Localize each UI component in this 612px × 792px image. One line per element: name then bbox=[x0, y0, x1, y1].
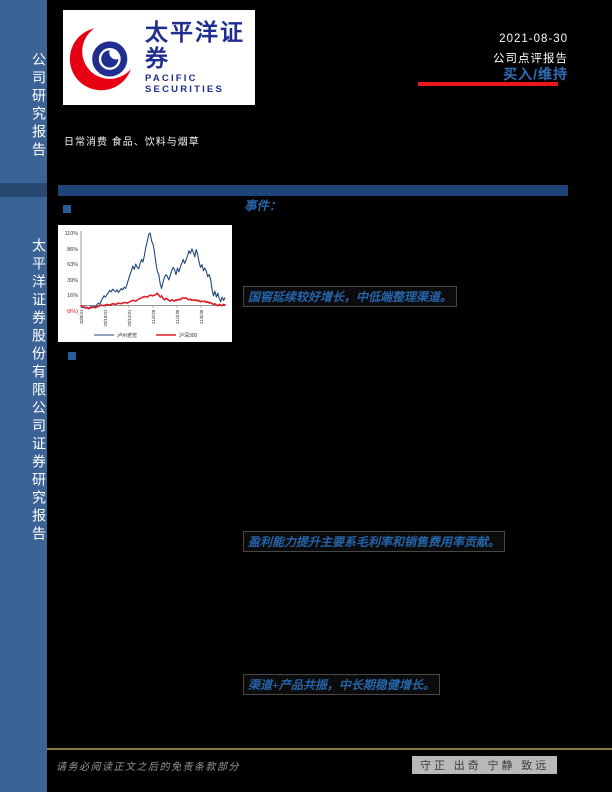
stock-price-chart: 110% 86% 63% 39% 16% (8%) 20/8/31 20/10/31 20/12… bbox=[58, 225, 232, 342]
svg-text:泸州老窖: 泸州老窖 bbox=[117, 332, 137, 339]
pacific-securities-swirl-icon bbox=[69, 27, 133, 90]
logo-chinese-name: 太平洋证券 bbox=[145, 19, 245, 71]
svg-text:(8%): (8%) bbox=[67, 309, 79, 315]
header-separator-bar bbox=[58, 185, 568, 196]
svg-text:20/10/31: 20/10/31 bbox=[103, 309, 108, 326]
left-sidebar: 公司研究报告 太平洋证券股份有限公司证券研究报告 bbox=[0, 0, 47, 792]
highlight-point-1: 国窖延续较好增长，中低端整理渠道。 bbox=[243, 286, 458, 307]
section-bullet-icon bbox=[63, 205, 71, 213]
sidebar-divider bbox=[0, 183, 47, 197]
highlight-point-2: 盈利能力提升主要系毛利率和销售费用率贡献。 bbox=[243, 531, 506, 552]
event-heading: 事件： bbox=[244, 199, 282, 213]
highlight-point-3: 渠道+产品共振，中长期稳健增长。 bbox=[243, 674, 440, 695]
svg-text:16%: 16% bbox=[67, 293, 78, 299]
footer-disclaimer: 请务必阅读正文之后的免责条款部分 bbox=[56, 762, 240, 773]
svg-text:86%: 86% bbox=[67, 247, 78, 253]
footer-motto: 守正 出奇 宁静 致远 bbox=[412, 756, 558, 774]
svg-text:20/12/31: 20/12/31 bbox=[127, 309, 132, 326]
price-chart-svg: 110% 86% 63% 39% 16% (8%) 20/8/31 20/10/31 20/12… bbox=[65, 231, 226, 339]
sidebar-company-label: 太平洋证券股份有限公司证券研究报告 bbox=[30, 238, 45, 544]
rating-badge: 买入/维持 bbox=[503, 66, 568, 82]
svg-text:20/8/31: 20/8/31 bbox=[79, 309, 84, 324]
sidebar-report-category-label: 公司研究报告 bbox=[30, 52, 45, 160]
svg-text:39%: 39% bbox=[67, 278, 78, 284]
rating-underline-rule bbox=[418, 82, 558, 86]
report-type: 公司点评报告 bbox=[493, 53, 568, 65]
logo-english-name: PACIFIC SECURITIES bbox=[145, 72, 225, 95]
report-date: 2021-08-30 bbox=[499, 33, 568, 45]
svg-text:21/6/30: 21/6/30 bbox=[199, 309, 204, 324]
industry-category: 日常消费 食品、饮料与烟草 bbox=[64, 137, 200, 148]
svg-text:21/4/30: 21/4/30 bbox=[175, 309, 180, 324]
svg-text:63%: 63% bbox=[67, 262, 78, 268]
svg-text:21/2/28: 21/2/28 bbox=[151, 309, 156, 324]
company-logo: 太平洋证券 PACIFIC SECURITIES bbox=[63, 10, 255, 105]
footer-rule bbox=[47, 748, 612, 750]
section-bullet-icon bbox=[68, 352, 76, 360]
svg-text:110%: 110% bbox=[65, 231, 79, 237]
svg-text:沪深300: 沪深300 bbox=[179, 332, 198, 339]
